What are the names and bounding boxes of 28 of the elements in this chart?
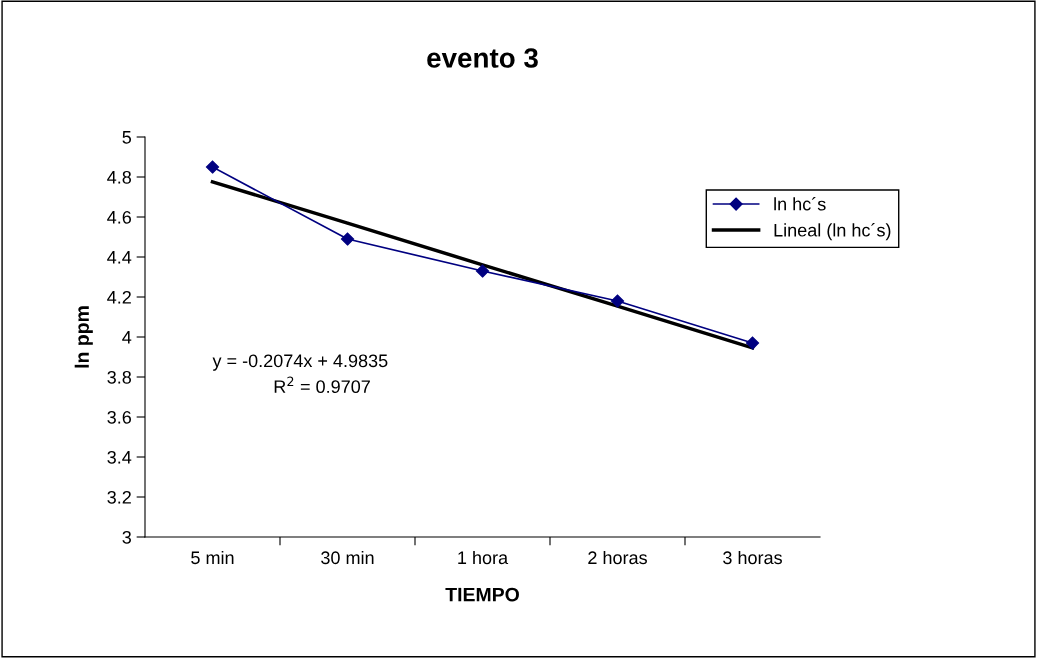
legend-label: Lineal (ln hc´s) — [774, 223, 891, 241]
x-tick-label: 5 min — [191, 550, 234, 565]
point — [610, 294, 625, 308]
y-tick-label: 5 — [122, 131, 132, 144]
point — [475, 264, 490, 278]
x-tick-label: 2 horas — [588, 550, 647, 565]
annotation: y = -0.2074x + 4.9835 — [212, 354, 388, 371]
y-tick-label: 3.2 — [107, 490, 131, 504]
y-tick-label: 4.6 — [107, 210, 132, 224]
y-tick-label: 4.4 — [107, 251, 132, 264]
x-axis-title: TIEMPO — [445, 587, 519, 602]
y-tick-label: 3.8 — [107, 370, 132, 384]
y-tick-label: 4.8 — [107, 170, 132, 184]
point — [340, 232, 355, 246]
chart-title: evento 3 — [427, 48, 538, 68]
y-axis-title: ln ppm — [74, 306, 93, 368]
x-tick-label: 1 hora — [458, 550, 509, 565]
y-tick-label: 4.2 — [107, 290, 131, 304]
point — [745, 336, 760, 350]
point — [205, 160, 220, 174]
x-tick-label: 30 min — [321, 550, 374, 565]
x-tick-label: 3 horas — [723, 550, 782, 565]
y-tick-label: 3.4 — [107, 450, 132, 464]
annotation: R$^{2}$ = 0.9707 — [274, 376, 370, 394]
y-tick-label: 3.6 — [107, 410, 132, 424]
y-tick-label: 3 — [122, 530, 132, 544]
legend-label: ln hc´s — [774, 197, 826, 211]
y-tick-label: 4 — [122, 331, 132, 344]
